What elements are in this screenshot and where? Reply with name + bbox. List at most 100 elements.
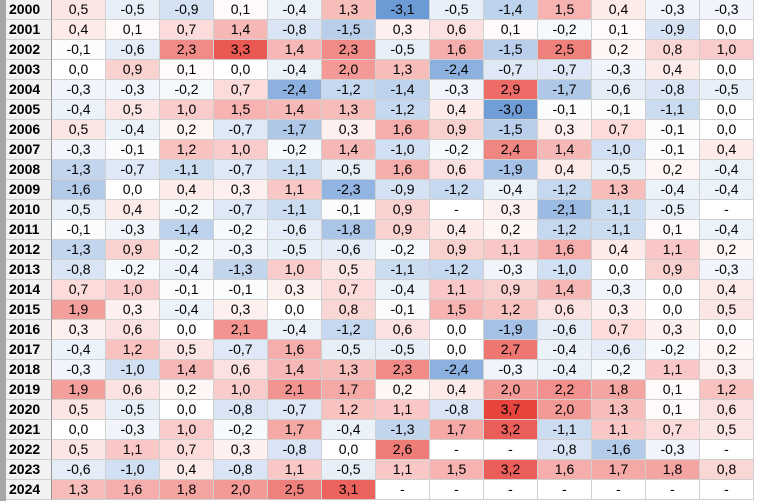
value-cell: 0,5 bbox=[700, 300, 754, 320]
value-cell: 0,7 bbox=[592, 320, 646, 340]
year-label: 2002 bbox=[6, 40, 52, 60]
value-cell: 1,5 bbox=[214, 100, 268, 120]
value-cell: -0,2 bbox=[430, 140, 484, 160]
value-cell: 0,0 bbox=[700, 320, 754, 340]
value-cell: 0,0 bbox=[700, 120, 754, 140]
value-cell: 1,3 bbox=[592, 180, 646, 200]
value-cell: - bbox=[700, 480, 754, 500]
value-cell: 0,1 bbox=[160, 60, 214, 80]
value-cell: -0,8 bbox=[268, 440, 322, 460]
value-cell: 2,2 bbox=[538, 380, 592, 400]
value-cell: 0,2 bbox=[376, 380, 430, 400]
value-cell: 2,4 bbox=[484, 140, 538, 160]
value-cell: 0,5 bbox=[322, 260, 376, 280]
year-label: 2013 bbox=[6, 260, 52, 280]
value-cell: 0,1 bbox=[106, 20, 160, 40]
value-cell: -0,9 bbox=[160, 0, 214, 20]
value-cell: -0,6 bbox=[268, 220, 322, 240]
value-cell: -0,5 bbox=[646, 200, 700, 220]
value-cell: -1,1 bbox=[160, 160, 214, 180]
value-cell: 0,3 bbox=[214, 300, 268, 320]
year-label: 2000 bbox=[6, 0, 52, 20]
value-cell: 2,5 bbox=[268, 480, 322, 500]
value-cell: -1,5 bbox=[484, 120, 538, 140]
value-cell: -1,1 bbox=[592, 220, 646, 240]
value-cell: 0,3 bbox=[376, 20, 430, 40]
value-cell: 0,5 bbox=[700, 420, 754, 440]
year-label: 2010 bbox=[6, 200, 52, 220]
value-cell: 2,3 bbox=[376, 360, 430, 380]
value-cell: -0,2 bbox=[646, 340, 700, 360]
value-cell: 0,4 bbox=[592, 0, 646, 20]
value-cell: 3,1 bbox=[322, 480, 376, 500]
value-cell: -0,9 bbox=[376, 180, 430, 200]
value-cell: -1,2 bbox=[430, 260, 484, 280]
value-cell: 2,1 bbox=[268, 380, 322, 400]
value-cell: 1,4 bbox=[268, 360, 322, 380]
value-cell: -0,4 bbox=[106, 120, 160, 140]
value-cell: 1,1 bbox=[376, 400, 430, 420]
value-cell: -0,4 bbox=[538, 340, 592, 360]
value-cell: -0,3 bbox=[646, 440, 700, 460]
value-cell: -0,4 bbox=[322, 420, 376, 440]
value-cell: -0,1 bbox=[106, 140, 160, 160]
value-cell: -0,4 bbox=[700, 180, 754, 200]
value-cell: 0,8 bbox=[322, 300, 376, 320]
value-cell: -0,3 bbox=[592, 60, 646, 80]
value-cell: 0,6 bbox=[106, 320, 160, 340]
value-cell: -0,1 bbox=[538, 100, 592, 120]
value-cell: 1,4 bbox=[322, 140, 376, 160]
value-cell: -0,5 bbox=[322, 460, 376, 480]
value-cell: 0,2 bbox=[160, 380, 214, 400]
value-cell: 1,7 bbox=[322, 380, 376, 400]
value-cell: 1,9 bbox=[52, 300, 106, 320]
value-cell: 0,0 bbox=[700, 100, 754, 120]
value-cell: 0,0 bbox=[430, 320, 484, 340]
value-cell: - bbox=[430, 480, 484, 500]
value-cell: -1,4 bbox=[484, 0, 538, 20]
value-cell: -0,5 bbox=[322, 340, 376, 360]
value-cell: -0,1 bbox=[592, 100, 646, 120]
value-cell: 0,2 bbox=[160, 120, 214, 140]
value-cell: 0,9 bbox=[376, 220, 430, 240]
value-cell: -1,0 bbox=[106, 360, 160, 380]
value-cell: 1,8 bbox=[646, 460, 700, 480]
value-cell: -3,1 bbox=[376, 0, 430, 20]
value-cell: 0,5 bbox=[52, 0, 106, 20]
value-cell: 2,0 bbox=[322, 60, 376, 80]
year-label: 2006 bbox=[6, 120, 52, 140]
value-cell: 0,6 bbox=[376, 320, 430, 340]
value-cell: 0,3 bbox=[214, 440, 268, 460]
value-cell: -1,1 bbox=[268, 160, 322, 180]
value-cell: -0,5 bbox=[376, 40, 430, 60]
value-cell: 1,6 bbox=[538, 240, 592, 260]
value-cell: 0,6 bbox=[538, 300, 592, 320]
value-cell: 1,8 bbox=[160, 480, 214, 500]
value-cell: 1,9 bbox=[52, 380, 106, 400]
value-cell: -1,3 bbox=[52, 160, 106, 180]
value-cell: 0,3 bbox=[538, 120, 592, 140]
value-cell: 1,4 bbox=[538, 280, 592, 300]
value-cell: -0,2 bbox=[160, 80, 214, 100]
value-cell: 0,0 bbox=[646, 280, 700, 300]
value-cell: 0,0 bbox=[52, 60, 106, 80]
value-cell: -0,6 bbox=[322, 240, 376, 260]
value-cell: 1,6 bbox=[376, 160, 430, 180]
year-label: 2017 bbox=[6, 340, 52, 360]
value-cell: -1,1 bbox=[592, 200, 646, 220]
value-cell: -0,3 bbox=[484, 260, 538, 280]
year-label: 2021 bbox=[6, 420, 52, 440]
value-cell: -0,3 bbox=[700, 0, 754, 20]
value-cell: -0,1 bbox=[52, 220, 106, 240]
year-label: 2019 bbox=[6, 380, 52, 400]
value-cell: 1,1 bbox=[646, 240, 700, 260]
year-label: 2005 bbox=[6, 100, 52, 120]
value-cell: 0,3 bbox=[484, 200, 538, 220]
value-cell: 2,1 bbox=[214, 320, 268, 340]
value-cell: -0,2 bbox=[376, 240, 430, 260]
value-cell: -0,7 bbox=[484, 60, 538, 80]
value-cell: 1,3 bbox=[322, 0, 376, 20]
value-cell: 0,0 bbox=[214, 60, 268, 80]
value-cell: 1,1 bbox=[484, 240, 538, 260]
